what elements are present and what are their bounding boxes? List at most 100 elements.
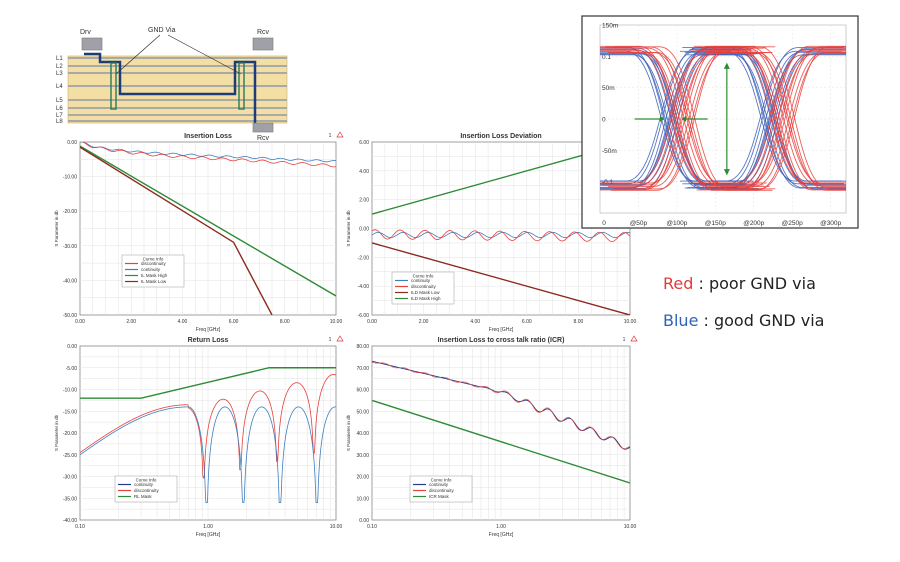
eye-arrowhead — [681, 116, 687, 122]
x-tick-label: 2.00 — [419, 319, 429, 325]
legend-entry: ILD Mask High — [411, 296, 441, 301]
x-tick-label: 8.00 — [574, 319, 584, 325]
eye-x-tick-label: 0 — [602, 220, 606, 227]
y-tick-label: -30.00 — [63, 475, 77, 481]
series-line-il-mask-high — [80, 145, 336, 297]
y-tick-label: 2.00 — [359, 198, 369, 204]
eye-trace-red — [602, 47, 764, 186]
legend-entry: RL Mask — [134, 494, 152, 499]
x-axis-label: Freq [GHz] — [196, 532, 221, 538]
legend-entry: ILD Mask Low — [411, 290, 440, 295]
chart-title: Insertion Loss Deviation — [460, 133, 541, 140]
eye-x-tick-label: @300p — [820, 220, 841, 227]
y-axis-label: S Parameter in db — [346, 414, 351, 451]
legend-entry: discontinuity — [429, 488, 455, 493]
stackup-via-arrow-left — [115, 34, 161, 75]
eye-trace-red — [699, 53, 846, 190]
x-tick-label: 0.10 — [367, 524, 377, 530]
y-tick-label: 20.00 — [356, 475, 369, 481]
y-tick-label: -10.00 — [63, 175, 77, 181]
marker-icon — [336, 131, 344, 138]
y-tick-label: -40.00 — [63, 518, 77, 524]
eye-arrowhead — [723, 169, 730, 176]
chart-corner-label: 1 — [329, 133, 332, 139]
stackup-rcv-pad-top — [252, 37, 274, 51]
y-tick-label: 80.00 — [356, 344, 369, 350]
y-tick-label: -25.00 — [63, 453, 77, 459]
legend-title: Curve Info — [431, 478, 452, 483]
legend-entry: continuity — [411, 278, 431, 283]
stackup-layer-label: L7 — [56, 113, 63, 119]
stackup-layer-label: L2 — [56, 64, 63, 70]
eye-traces — [600, 45, 846, 191]
eye-y-tick-label: -50m — [602, 148, 617, 155]
y-tick-label: 30.00 — [356, 453, 369, 459]
legend-entry: continuity — [141, 267, 161, 272]
eye-trace-red — [708, 52, 846, 187]
series-line-continuity — [80, 406, 336, 503]
legend-entry: discontinuity — [141, 261, 167, 266]
stackup-layer-label: L5 — [56, 98, 63, 104]
legend-entry: discontinuity — [411, 284, 437, 289]
series-line-discontinuity — [82, 142, 336, 168]
x-tick-label: 10.00 — [624, 319, 637, 325]
x-tick-label: 0.10 — [75, 524, 85, 530]
y-tick-label: 60.00 — [356, 388, 369, 394]
series-line-il-mask-low — [80, 146, 273, 315]
y-tick-label: 10.00 — [356, 496, 369, 502]
x-tick-label: 6.00 — [522, 319, 532, 325]
y-tick-label: 4.00 — [359, 169, 369, 175]
x-tick-label: 4.00 — [178, 319, 188, 325]
eye-y-tick-label: 50m — [602, 85, 615, 92]
eye-trace-red — [693, 45, 846, 187]
y-tick-label: -35.00 — [63, 496, 77, 502]
series-line-discontinuity — [372, 229, 630, 242]
chart-il: 0.00 2.00 4.00 6.00 8.00 10.00 0.00 -10.00 -20.0… — [54, 131, 344, 333]
x-tick-label: 10.00 — [624, 524, 637, 530]
y-tick-label: 6.00 — [359, 140, 369, 146]
eye-y-tick-label: 150m — [602, 23, 618, 30]
legend-entry: ICR Mask — [429, 494, 450, 499]
stackup-gnd-via-right — [238, 62, 245, 110]
x-tick-label: 1.00 — [496, 524, 506, 530]
x-axis-label: Freq [GHz] — [489, 327, 514, 333]
x-tick-label: 10.00 — [330, 524, 343, 530]
eye-trace-red — [713, 46, 846, 190]
y-tick-label: -20.00 — [63, 209, 77, 215]
chart-rl: 0.10 1.00 10.00 0.00 -5.00 -10.00 -15.00 -20.00… — [54, 335, 344, 538]
x-tick-label: 2.00 — [126, 319, 136, 325]
legend-box — [409, 475, 473, 503]
eye-arrowhead — [659, 116, 665, 122]
x-tick-label: 0.00 — [75, 319, 85, 325]
chart-title: Return Loss — [188, 337, 229, 344]
eye-trace-red — [600, 53, 761, 190]
chart-icr: 0.10 1.00 10.0080.0070.0060.0050.0040.0030… — [346, 335, 638, 538]
x-tick-label: 6.00 — [229, 319, 239, 325]
y-axis-label: S Parameter in db — [54, 210, 59, 247]
series-line-ild-mask-low — [372, 242, 630, 315]
stackup-via-label: GND Via — [148, 27, 176, 34]
legend-entry: IL Mask High — [141, 273, 168, 278]
y-axis-label: S Parameter in db — [346, 210, 351, 247]
legend-entry: IL Mask Low — [141, 279, 167, 284]
series-line-rl-mask — [80, 367, 336, 399]
x-tick-label: 4.00 — [470, 319, 480, 325]
series-line-discontinuity — [372, 361, 630, 449]
y-tick-label: -50.00 — [63, 313, 77, 319]
y-tick-label: 0.00 — [67, 140, 77, 146]
stackup-dielectric — [67, 55, 288, 124]
y-tick-label: -2.00 — [358, 255, 370, 261]
chart-corner-label: 1 — [623, 337, 626, 343]
marker-icon — [336, 335, 344, 342]
series-line-continuity — [372, 231, 630, 238]
y-tick-label: -40.00 — [63, 278, 77, 284]
stackup-layer-label: L6 — [56, 106, 63, 112]
eye-arrowhead — [723, 62, 730, 69]
x-tick-label: 8.00 — [280, 319, 290, 325]
eye-x-tick-label: @200p — [743, 220, 764, 227]
eye-trace-red — [702, 47, 846, 186]
chart-title: Insertion Loss — [184, 133, 232, 140]
series-line-icr-mask — [372, 399, 630, 484]
